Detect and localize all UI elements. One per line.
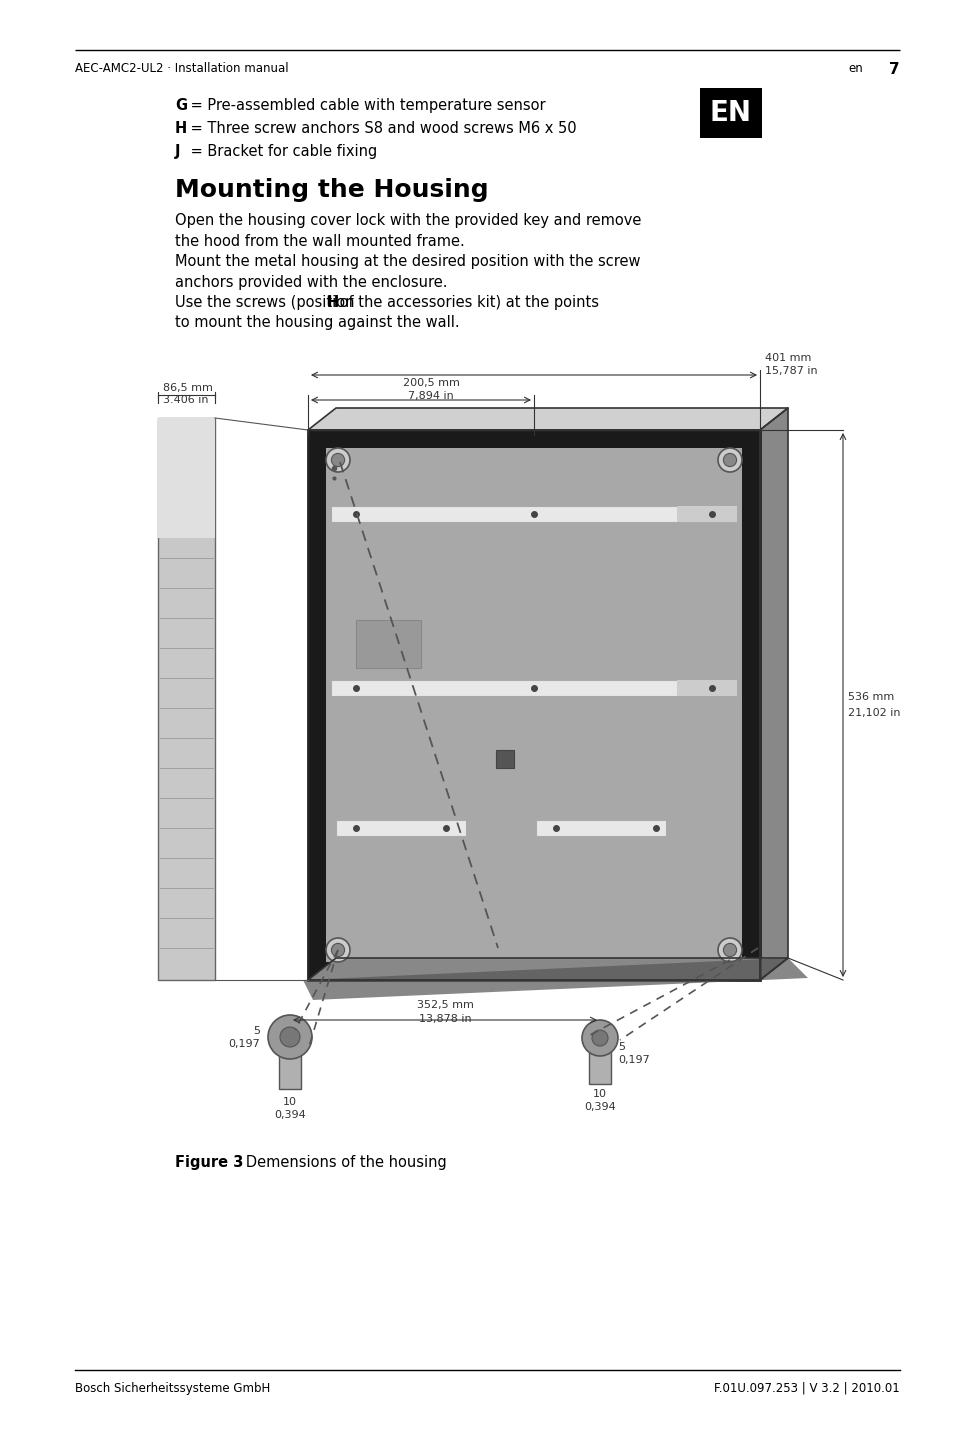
Text: = Bracket for cable fixing: = Bracket for cable fixing (186, 144, 376, 159)
Text: F.01U.097.253 | V 3.2 | 2010.01: F.01U.097.253 | V 3.2 | 2010.01 (714, 1381, 899, 1396)
Circle shape (280, 1027, 299, 1047)
Text: 5: 5 (618, 1042, 624, 1052)
Bar (677, 681, 737, 696)
Text: 10: 10 (283, 1097, 296, 1107)
Text: 7,894 in: 7,894 in (408, 390, 454, 400)
Bar (308, 962, 760, 980)
Circle shape (326, 448, 350, 472)
Circle shape (718, 938, 741, 962)
Bar (335, 819, 465, 837)
Text: 0,197: 0,197 (618, 1055, 649, 1065)
Bar (536, 819, 665, 837)
Text: Open the housing cover lock with the provided key and remove: Open the housing cover lock with the pro… (174, 213, 640, 227)
Text: EN: EN (709, 99, 751, 127)
Circle shape (592, 1030, 607, 1045)
Text: 0,394: 0,394 (583, 1103, 616, 1113)
Text: Mounting the Housing: Mounting the Housing (174, 177, 488, 202)
Text: 200,5 mm: 200,5 mm (402, 378, 459, 388)
Circle shape (326, 938, 350, 962)
Text: 21,102 in: 21,102 in (847, 708, 900, 718)
Polygon shape (760, 408, 787, 980)
Text: 0,197: 0,197 (228, 1040, 260, 1050)
Text: the hood from the wall mounted frame.: the hood from the wall mounted frame. (174, 233, 464, 249)
Bar (331, 506, 737, 522)
Text: = Three screw anchors S8 and wood screws M6 x 50: = Three screw anchors S8 and wood screws… (186, 122, 576, 136)
Text: 86,5 mm: 86,5 mm (163, 383, 213, 393)
Text: AEC-AMC2-UL2 · Installation manual: AEC-AMC2-UL2 · Installation manual (75, 61, 289, 74)
Bar (158, 418, 214, 980)
Text: H: H (174, 122, 187, 136)
Text: of the accessories kit) at the points: of the accessories kit) at the points (335, 295, 598, 310)
Circle shape (722, 453, 736, 466)
Text: anchors provided with the enclosure.: anchors provided with the enclosure. (174, 275, 447, 289)
Circle shape (722, 944, 736, 957)
Bar (741, 430, 760, 980)
Circle shape (331, 944, 344, 957)
Text: = Pre-assembled cable with temperature sensor: = Pre-assembled cable with temperature s… (186, 99, 545, 113)
Text: Use the screws (position: Use the screws (position (174, 295, 358, 310)
Text: Demensions of the housing: Demensions of the housing (232, 1155, 446, 1170)
Polygon shape (308, 958, 787, 980)
Bar (700, 89, 761, 139)
Text: en: en (847, 61, 862, 74)
Text: Mount the metal housing at the desired position with the screw: Mount the metal housing at the desired p… (174, 255, 639, 269)
Bar (158, 418, 214, 538)
Bar (308, 430, 760, 980)
Text: Figure 3: Figure 3 (174, 1155, 243, 1170)
Bar (308, 430, 760, 448)
Bar (308, 430, 760, 980)
Circle shape (718, 448, 741, 472)
Bar (588, 1050, 610, 1084)
Circle shape (268, 1015, 312, 1060)
Text: 0,394: 0,394 (274, 1110, 306, 1120)
Text: 401 mm: 401 mm (764, 353, 810, 363)
Text: 15,787 in: 15,787 in (764, 366, 817, 376)
Text: to mount the housing against the wall.: to mount the housing against the wall. (174, 316, 459, 330)
Text: 13,878 in: 13,878 in (418, 1014, 471, 1024)
Text: J: J (174, 144, 180, 159)
Bar (496, 749, 514, 768)
Bar (355, 621, 420, 668)
Bar (308, 430, 326, 980)
Circle shape (331, 453, 344, 466)
Bar (326, 448, 741, 962)
Text: 5: 5 (253, 1025, 260, 1035)
Text: 10: 10 (593, 1090, 606, 1100)
Text: 352,5 mm: 352,5 mm (416, 1000, 473, 1010)
Text: 3.406 in: 3.406 in (163, 395, 209, 405)
Bar (331, 681, 737, 696)
Polygon shape (308, 408, 787, 430)
Text: H: H (327, 295, 339, 310)
Circle shape (581, 1020, 618, 1055)
Text: Bosch Sicherheitssysteme GmbH: Bosch Sicherheitssysteme GmbH (75, 1381, 270, 1396)
Bar (677, 506, 737, 522)
Text: 7: 7 (888, 61, 899, 77)
Bar (278, 1055, 301, 1090)
Text: G: G (174, 99, 187, 113)
Text: 536 mm: 536 mm (847, 692, 893, 702)
Polygon shape (303, 958, 807, 1000)
